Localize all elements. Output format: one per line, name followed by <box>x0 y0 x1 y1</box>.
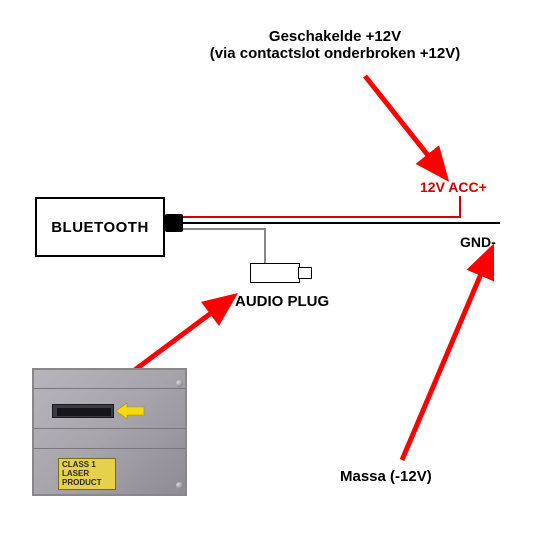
laser-sticker: CLASS 1 LASER PRODUCT <box>58 458 116 490</box>
screw <box>176 482 183 489</box>
photo-slot-inner <box>57 408 111 416</box>
screw <box>176 380 183 387</box>
yellow-arrow-icon <box>116 402 146 420</box>
photo-groove <box>34 448 185 449</box>
sticker-line2: LASER PRODUCT <box>62 469 102 487</box>
photo-groove <box>34 428 185 429</box>
device-photo: CLASS 1 LASER PRODUCT <box>32 368 187 496</box>
photo-slot <box>52 404 114 418</box>
sticker-line1: CLASS 1 <box>62 460 96 469</box>
photo-groove <box>34 388 185 389</box>
